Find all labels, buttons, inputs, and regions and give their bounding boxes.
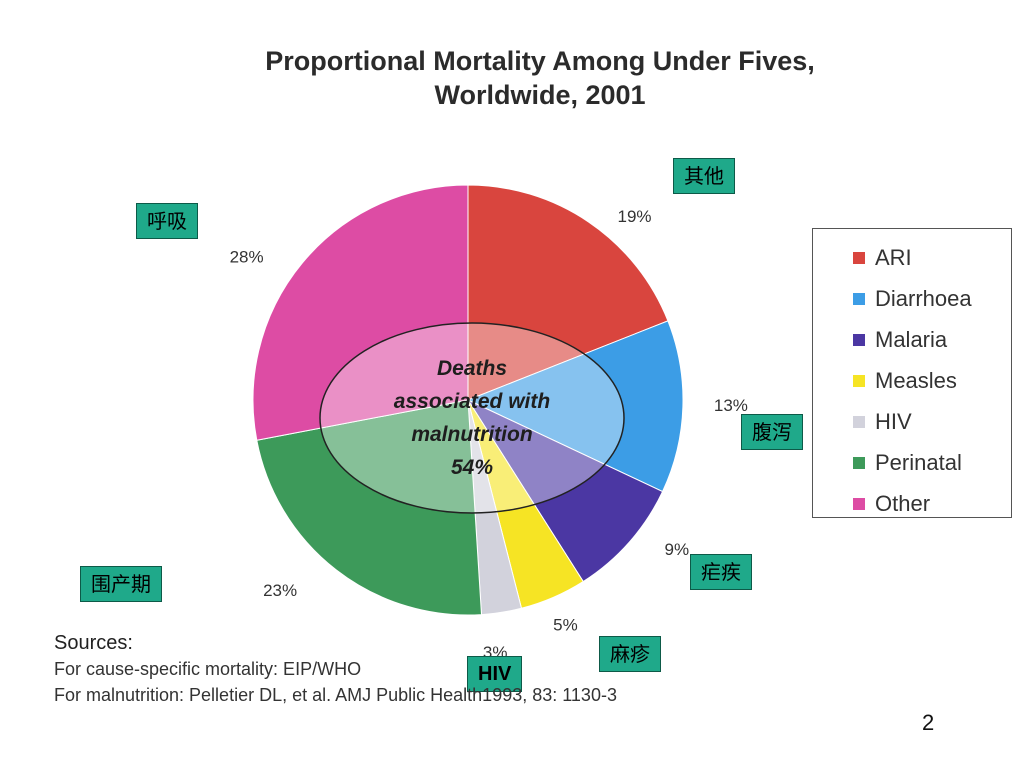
legend-swatch xyxy=(853,456,865,469)
legend-swatch xyxy=(853,374,865,387)
annotation-tag-measles: 麻疹 xyxy=(599,636,661,672)
slice-label-ari: 19% xyxy=(617,207,651,226)
legend-label: Perinatal xyxy=(875,449,962,475)
slice-label-measles: 5% xyxy=(553,616,578,635)
malnutrition-ellipse xyxy=(319,322,625,514)
chart-title-line-2: Worldwide, 2001 xyxy=(434,80,646,110)
legend-item-perinatal: Perinatal xyxy=(853,442,1011,483)
center-annotation-line-3: malnutrition xyxy=(411,423,532,446)
legend-label: Other xyxy=(875,490,931,516)
legend-item-ari: ARI xyxy=(853,237,1011,278)
pie-slice-perinatal xyxy=(256,399,483,616)
chart-title: Proportional Mortality Among Under Fives… xyxy=(180,44,900,112)
slice-label-malaria: 9% xyxy=(665,540,690,559)
sources-line-2: For malnutrition: Pelletier DL, et al. A… xyxy=(54,685,617,705)
center-annotation-line-1: Deaths xyxy=(437,357,507,380)
annotation-tag-diarrhoea: 腹泻 xyxy=(741,414,803,450)
legend-label: Diarrhoea xyxy=(875,285,972,311)
legend: ARI Diarrhoea Malaria Measles HIV Perinatal Ot… xyxy=(812,228,1012,518)
sources-block: Sources: For cause-specific mortality: E… xyxy=(54,630,617,708)
center-annotation-line-4: 54% xyxy=(451,456,493,479)
pie-slice-other xyxy=(252,184,469,441)
legend-label: Malaria xyxy=(875,326,948,352)
slice-label-perinatal: 23% xyxy=(263,581,297,600)
annotation-tag-perinatal: 围产期 xyxy=(80,566,162,602)
legend-label: HIV xyxy=(875,408,912,434)
pie-slice-ari xyxy=(467,184,669,401)
legend-swatch xyxy=(853,292,865,305)
legend-item-diarrhoea: Diarrhoea xyxy=(853,278,1011,319)
legend-swatch xyxy=(853,415,865,428)
legend-item-hiv: HIV xyxy=(853,401,1011,442)
legend-label: ARI xyxy=(875,244,912,270)
sources-heading: Sources: xyxy=(54,632,133,654)
legend-swatch xyxy=(853,497,865,510)
chart-title-line-1: Proportional Mortality Among Under Fives… xyxy=(265,46,815,76)
legend-item-other: Other xyxy=(853,483,1011,524)
legend-item-malaria: Malaria xyxy=(853,319,1011,360)
pie-slice-malaria xyxy=(466,398,664,583)
slice-label-other: 28% xyxy=(230,248,264,267)
sources-line-1: For cause-specific mortality: EIP/WHO xyxy=(54,659,362,679)
pie-slice-diarrhoea xyxy=(466,320,684,493)
annotation-tag-malaria: 疟疾 xyxy=(690,554,752,590)
page-number: 2 xyxy=(922,710,935,735)
slice-label-diarrhoea: 13% xyxy=(714,396,748,415)
legend-item-measles: Measles xyxy=(853,360,1011,401)
legend-label: Measles xyxy=(875,367,957,393)
legend-swatch xyxy=(853,333,865,346)
annotation-tag-ari: 其他 xyxy=(673,158,735,194)
annotation-tag-other: 呼吸 xyxy=(136,203,198,239)
annotation-tag-hiv: HIV xyxy=(467,656,523,692)
legend-swatch xyxy=(853,251,865,264)
center-annotation-line-2: associated with xyxy=(394,390,550,413)
